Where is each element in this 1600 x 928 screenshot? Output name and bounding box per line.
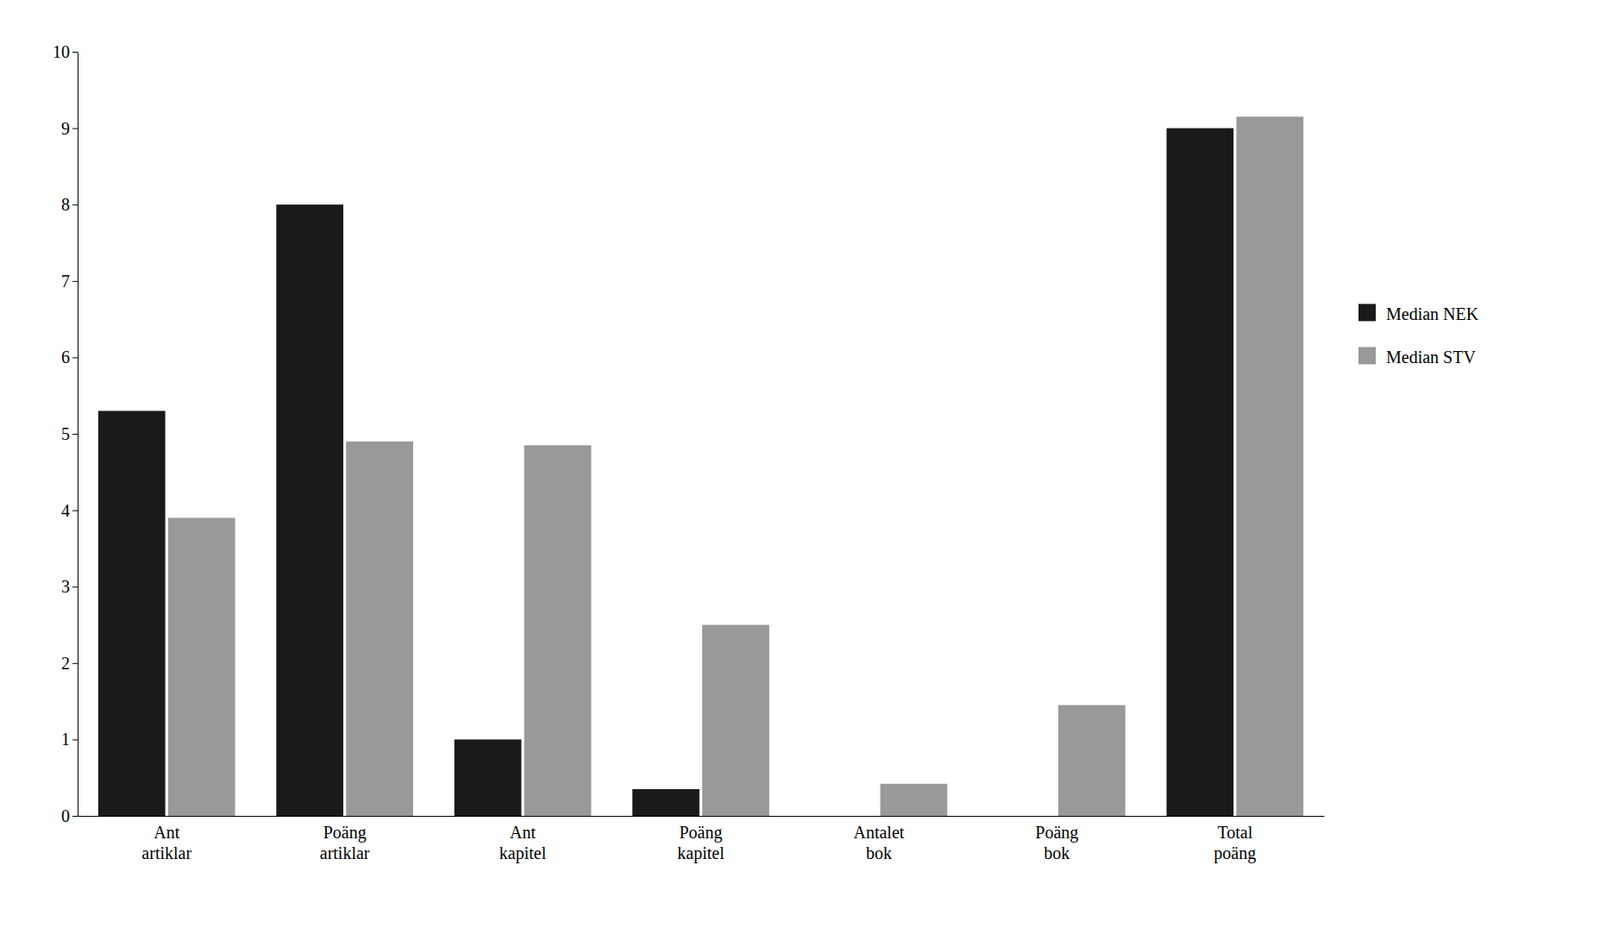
legend-item: Median NEK xyxy=(1358,303,1480,324)
x-tick-label: Antartiklar xyxy=(141,822,192,863)
x-tick: Poängbok xyxy=(1035,822,1079,863)
y-tick: 2 xyxy=(61,653,78,673)
bar xyxy=(168,517,236,816)
x-tick-label: Poängbok xyxy=(1035,822,1079,863)
x-tick: Antartiklar xyxy=(141,822,192,863)
y-tick: 8 xyxy=(61,194,78,214)
y-axis-line xyxy=(77,52,79,817)
legend-label: Median STV xyxy=(1386,347,1476,367)
y-tick-mark xyxy=(72,739,78,741)
y-tick: 6 xyxy=(61,347,78,367)
x-tick-label: Antkapitel xyxy=(499,822,547,864)
y-tick-mark xyxy=(72,510,78,512)
bar xyxy=(345,441,414,816)
y-tick-label: 0 xyxy=(61,806,70,826)
y-axis: 0 1 2 3 4 5 6 7 8 9 10 xyxy=(52,42,79,826)
x-tick-label: Antaletbok xyxy=(853,822,904,863)
x-tick-label-line: artiklar xyxy=(141,843,192,863)
x-tick: Poängkapitel xyxy=(677,822,725,864)
bar xyxy=(98,410,166,816)
chart: 012345678910AntartiklarPoängartiklarAntk… xyxy=(0,0,1600,928)
x-tick: Poängartiklar xyxy=(320,822,371,863)
x-tick-label: Totalpoäng xyxy=(1213,822,1256,864)
bar xyxy=(1058,705,1126,816)
x-tick-label-line: kapitel xyxy=(677,843,725,864)
series-bars xyxy=(98,128,1234,816)
bars xyxy=(98,116,1304,816)
legend-item: Median STV xyxy=(1358,346,1476,367)
bar xyxy=(1166,128,1234,816)
y-tick: 5 xyxy=(61,424,78,444)
legend-swatch xyxy=(1358,346,1376,364)
legend-label: Median NEK xyxy=(1386,304,1480,324)
x-axis: AntartiklarPoängartiklarAntkapitelPoängk… xyxy=(78,816,1325,865)
x-tick-label-line: Poäng xyxy=(1035,822,1079,843)
x-tick: Antkapitel xyxy=(499,822,547,864)
x-tick-label-line: bok xyxy=(865,843,892,863)
y-tick: 3 xyxy=(61,577,78,597)
bar xyxy=(880,784,948,816)
y-tick: 1 xyxy=(61,729,78,749)
y-tick-label: 10 xyxy=(52,42,70,62)
plot: 012345678910AntartiklarPoängartiklarAntk… xyxy=(52,42,1480,864)
x-tick-label: Poängkapitel xyxy=(677,822,725,864)
x-tick-label-line: Poäng xyxy=(679,822,723,843)
bar xyxy=(1236,116,1304,816)
x-tick-label-line: poäng xyxy=(1213,843,1256,864)
bar xyxy=(810,815,879,817)
y-tick: 0 xyxy=(61,806,78,826)
y-tick-label: 1 xyxy=(61,729,70,749)
y-tick-mark xyxy=(72,281,78,283)
y-tick-mark xyxy=(72,815,78,817)
y-tick: 10 xyxy=(52,42,78,62)
y-tick-label: 9 xyxy=(61,119,70,139)
y-tick-mark xyxy=(72,357,78,358)
y-tick-mark xyxy=(72,204,78,206)
x-tick-label-line: bok xyxy=(1043,843,1070,863)
y-tick-label: 6 xyxy=(61,347,70,367)
y-tick-label: 2 xyxy=(61,653,70,673)
y-tick: 7 xyxy=(61,271,78,291)
legend-swatch xyxy=(1358,303,1376,321)
bar xyxy=(454,739,522,816)
bar xyxy=(988,815,1056,817)
y-tick-label: 4 xyxy=(61,501,70,521)
x-tick-label-line: Total xyxy=(1217,822,1253,842)
x-tick-label: Poängartiklar xyxy=(320,822,371,863)
x-axis-line xyxy=(78,815,1325,817)
x-tick-label-line: artiklar xyxy=(320,843,371,863)
bar xyxy=(632,789,700,816)
series-bars xyxy=(168,116,1304,816)
x-tick-label-line: Poäng xyxy=(323,822,367,843)
y-tick-mark xyxy=(72,433,78,435)
x-tick-label-line: kapitel xyxy=(499,843,547,864)
y-tick-mark xyxy=(72,663,78,665)
y-tick-mark xyxy=(72,128,78,130)
x-tick-label-line: Ant xyxy=(153,822,180,842)
x-tick: Antaletbok xyxy=(853,822,904,863)
legend: Median NEK Median STV xyxy=(1358,303,1480,367)
bar xyxy=(524,445,592,816)
y-tick: 4 xyxy=(61,501,78,521)
y-tick-label: 5 xyxy=(61,424,70,444)
y-tick-mark xyxy=(72,586,78,588)
bar xyxy=(702,625,770,817)
x-tick-label-line: Ant xyxy=(509,822,536,842)
x-tick-label-line: Antalet xyxy=(853,822,904,842)
y-tick-label: 8 xyxy=(61,194,70,214)
bar xyxy=(276,204,344,816)
x-tick: Totalpoäng xyxy=(1213,822,1256,864)
y-tick: 9 xyxy=(61,119,78,139)
y-tick-label: 3 xyxy=(61,577,70,597)
y-tick-mark xyxy=(72,51,78,53)
y-tick-label: 7 xyxy=(61,271,70,291)
